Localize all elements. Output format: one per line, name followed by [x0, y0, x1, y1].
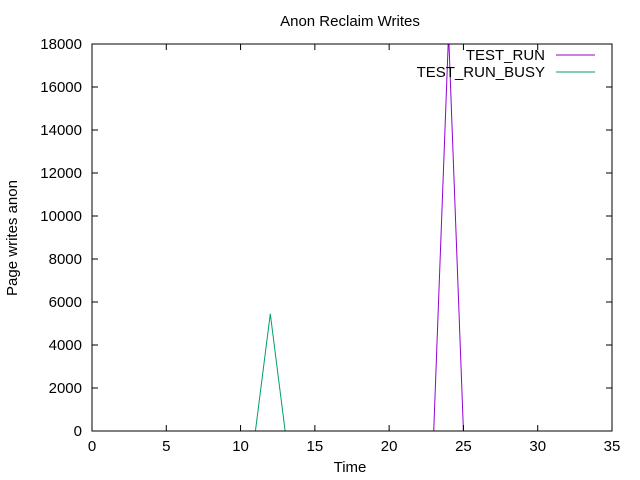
legend-label: TEST_RUN_BUSY [417, 64, 545, 81]
y-tick-label: 6000 [49, 294, 82, 311]
y-tick-label: 0 [74, 423, 82, 440]
legend-label: TEST_RUN [466, 47, 545, 64]
y-tick-label: 8000 [49, 251, 82, 268]
x-tick-label: 15 [307, 438, 324, 455]
x-tick-label: 0 [88, 438, 96, 455]
x-axis-label: Time [334, 459, 367, 476]
y-tick-label: 14000 [40, 122, 82, 139]
y-tick-label: 18000 [40, 36, 82, 53]
y-tick-label: 2000 [49, 380, 82, 397]
y-tick-label: 16000 [40, 79, 82, 96]
x-tick-label: 35 [604, 438, 621, 455]
y-tick-label: 4000 [49, 337, 82, 354]
y-tick-label: 12000 [40, 165, 82, 182]
series-layer [92, 44, 598, 431]
y-axis-label: Page writes anon [4, 180, 21, 296]
y-tick-label: 10000 [40, 208, 82, 225]
x-tick-label: 5 [162, 438, 170, 455]
series-line-test-run-busy [92, 313, 598, 431]
series-line-test-run [92, 44, 598, 431]
axes: 0 5 10 15 20 25 30 35 0 2000 4000 6000 8000 10000 1200… [40, 36, 620, 455]
x-tick-label: 20 [381, 438, 398, 455]
plot-frame [91, 43, 613, 432]
chart-title: Anon Reclaim Writes [280, 13, 420, 30]
x-tick-label: 10 [232, 438, 249, 455]
x-tick-label: 25 [455, 438, 472, 455]
x-tick-label: 30 [529, 438, 546, 455]
